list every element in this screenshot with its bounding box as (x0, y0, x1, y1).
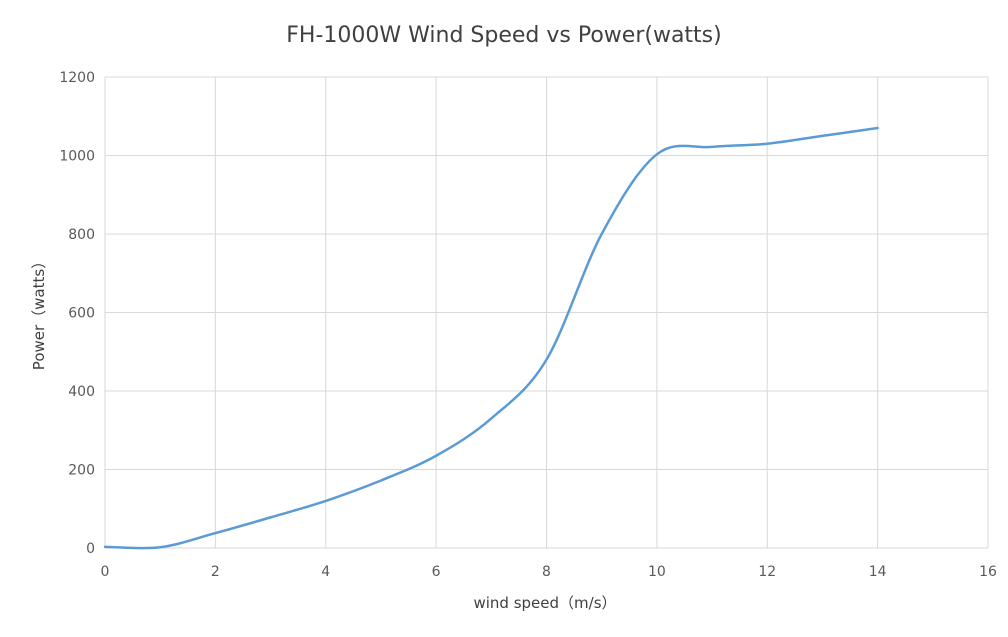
x-tick-label: 0 (101, 564, 110, 580)
y-tick-label: 200 (68, 463, 95, 479)
x-tick-label: 16 (979, 564, 997, 580)
series-group (103, 126, 879, 550)
x-tick-label: 8 (542, 564, 551, 580)
x-tick-label: 12 (758, 564, 776, 580)
x-tick-labels: 0 2 4 6 8 10 12 14 16 (101, 564, 997, 580)
x-tick-label: 10 (648, 564, 666, 580)
x-tick-label: 14 (869, 564, 887, 580)
series-line (103, 126, 879, 550)
chart-title: FH-1000W Wind Speed vs Power(watts) (286, 23, 721, 48)
x-axis-label: wind speed（m/s） (473, 594, 616, 612)
x-tick-label: 6 (432, 564, 441, 580)
y-tick-labels: 0 200 400 600 800 1000 1200 (59, 70, 95, 557)
y-tick-label: 600 (68, 306, 95, 322)
y-tick-label: 0 (86, 541, 95, 557)
gridlines (104, 76, 989, 549)
x-tick-label: 2 (211, 564, 220, 580)
x-tick-label: 4 (321, 564, 330, 580)
y-axis-label: Power（watts） (30, 254, 48, 370)
y-tick-label: 1000 (59, 149, 95, 165)
y-tick-label: 1200 (59, 70, 95, 86)
y-tick-label: 400 (68, 384, 95, 400)
y-tick-label: 800 (68, 227, 95, 243)
